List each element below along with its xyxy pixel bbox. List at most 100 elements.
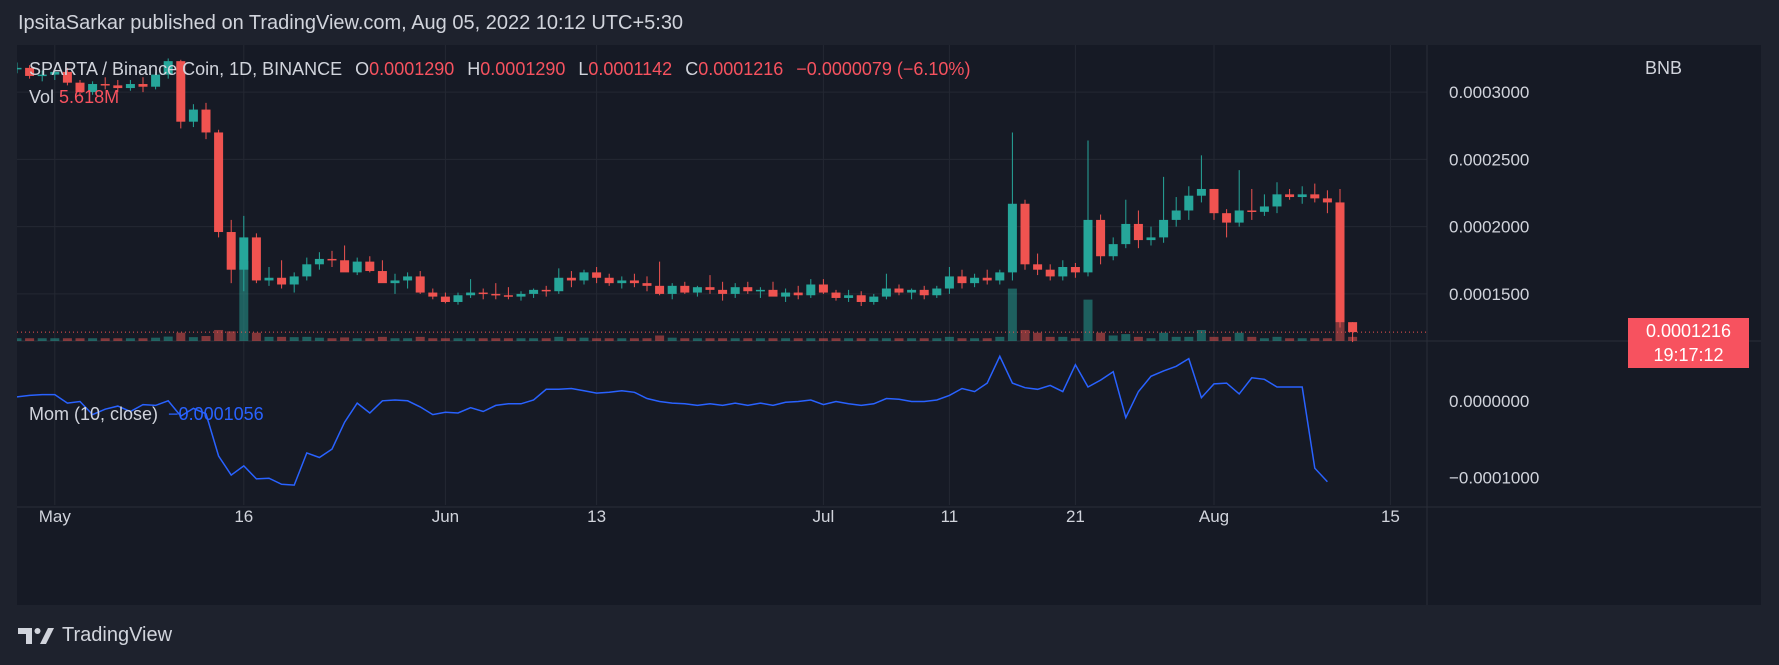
candle-body (428, 292, 438, 297)
volume-bar (944, 336, 954, 341)
candle-body (881, 288, 891, 297)
momentum-label[interactable]: Mom (10, close) (29, 404, 159, 424)
candle-body (1310, 194, 1320, 199)
candle-body (314, 258, 324, 265)
candle-body (957, 276, 967, 284)
volume-bar (214, 329, 224, 341)
volume-bar (239, 261, 249, 341)
candle-body (1171, 210, 1181, 220)
volume-value: 5.618M (59, 87, 120, 107)
open-label: O (355, 59, 370, 79)
tradingview-logo[interactable]: TradingView (18, 624, 172, 647)
volume-bar (705, 338, 715, 341)
volume-bar (1020, 329, 1030, 341)
chart-canvas[interactable]: 0.0003000 0.0002500 0.0002000 0.0001500 0.00… (17, 45, 1761, 605)
volume-bar (201, 336, 211, 341)
candle-body (970, 277, 980, 284)
volume-bar (680, 338, 690, 341)
volume-bar (327, 338, 337, 341)
candle-body (264, 277, 274, 281)
change-value: −0.0000079 (−6.10%) (796, 59, 971, 79)
candle-body (1247, 210, 1257, 212)
close-label: C (685, 59, 699, 79)
time-tick-label: Jul (813, 507, 835, 526)
symbol-title[interactable]: SPARTA / Binance Coin, 1D, BINANCE (29, 59, 343, 79)
candle-body (1196, 188, 1206, 196)
candle-body (1121, 223, 1131, 245)
candle-body (1108, 244, 1118, 257)
volume-bar (516, 338, 526, 341)
volume-bar (340, 337, 350, 341)
candle-body (289, 276, 299, 285)
volume-bar (1310, 338, 1320, 341)
volume-bar (62, 338, 72, 341)
volume-bar (592, 338, 602, 341)
candle-body (705, 287, 715, 290)
momentum-line (17, 354, 1328, 486)
volume-bar (75, 338, 85, 341)
tradingview-brand-text: TradingView (62, 624, 173, 646)
volume-bar (768, 338, 778, 341)
candle-body (1083, 219, 1093, 273)
volume-bar (1159, 332, 1169, 341)
candle-body (995, 272, 1005, 281)
candle-body (629, 280, 639, 284)
grid-layer (17, 45, 1761, 605)
close-value: 0.0001216 (698, 59, 784, 79)
volume-bar (579, 337, 589, 341)
volume-bar (818, 338, 828, 341)
volume-bar (1033, 332, 1043, 341)
open-value: 0.0001290 (369, 59, 455, 79)
candle-body (478, 292, 488, 295)
time-tick-label: 11 (941, 507, 959, 526)
volume-bar (428, 338, 438, 341)
time-tick-label: May (39, 507, 72, 526)
volume-bar (755, 338, 765, 341)
candle-body (1058, 267, 1068, 277)
volume-bar (264, 336, 274, 341)
candle-body (327, 258, 337, 261)
publisher-header: IpsitaSarkar published on TradingView.co… (18, 12, 684, 34)
volume-bar (743, 338, 753, 341)
volume-bar (1247, 336, 1257, 341)
candle-body (440, 296, 450, 302)
volume-bar (692, 338, 702, 341)
candle-body (239, 237, 249, 270)
volume-bar (793, 338, 803, 341)
time-tick-label: Jun (432, 507, 459, 526)
volume-bar (289, 337, 299, 341)
volume-bar (604, 338, 614, 341)
candle-body (1033, 264, 1043, 270)
volume-bar (17, 338, 22, 341)
candle-body (415, 276, 425, 293)
momentum-legend: Mom (10, close) −0.0001056 (29, 404, 264, 425)
volume-bar (554, 336, 564, 341)
candle-body (1222, 213, 1232, 223)
chart-panel[interactable]: 0.0003000 0.0002500 0.0002000 0.0001500 0.00… (17, 45, 1761, 605)
candle-body (1348, 322, 1358, 333)
volume-bar (440, 338, 450, 341)
currency-label[interactable]: BNB (1645, 58, 1683, 78)
momentum-tick-label: 0.0000000 (1449, 392, 1529, 411)
candle-body (579, 272, 589, 281)
candle-body (302, 264, 312, 277)
candle-body (1045, 269, 1055, 277)
candle-body (163, 61, 173, 75)
candle-body (730, 287, 740, 294)
volume-bar (415, 336, 425, 341)
volume-label[interactable]: Vol (29, 87, 55, 107)
volume-bar (806, 338, 816, 341)
momentum-value: −0.0001056 (168, 404, 264, 424)
candle-body (541, 289, 551, 292)
candle-body (491, 293, 501, 296)
volume-bar (226, 331, 236, 341)
volume-bar (176, 332, 186, 341)
volume-bar (1133, 336, 1143, 341)
candle-body (503, 295, 513, 297)
candle-body (718, 289, 728, 294)
candle-body (453, 295, 463, 302)
candle-body (25, 67, 35, 76)
candle-body (340, 260, 350, 273)
volume-bar (1096, 332, 1106, 341)
candle-body (1020, 203, 1030, 265)
